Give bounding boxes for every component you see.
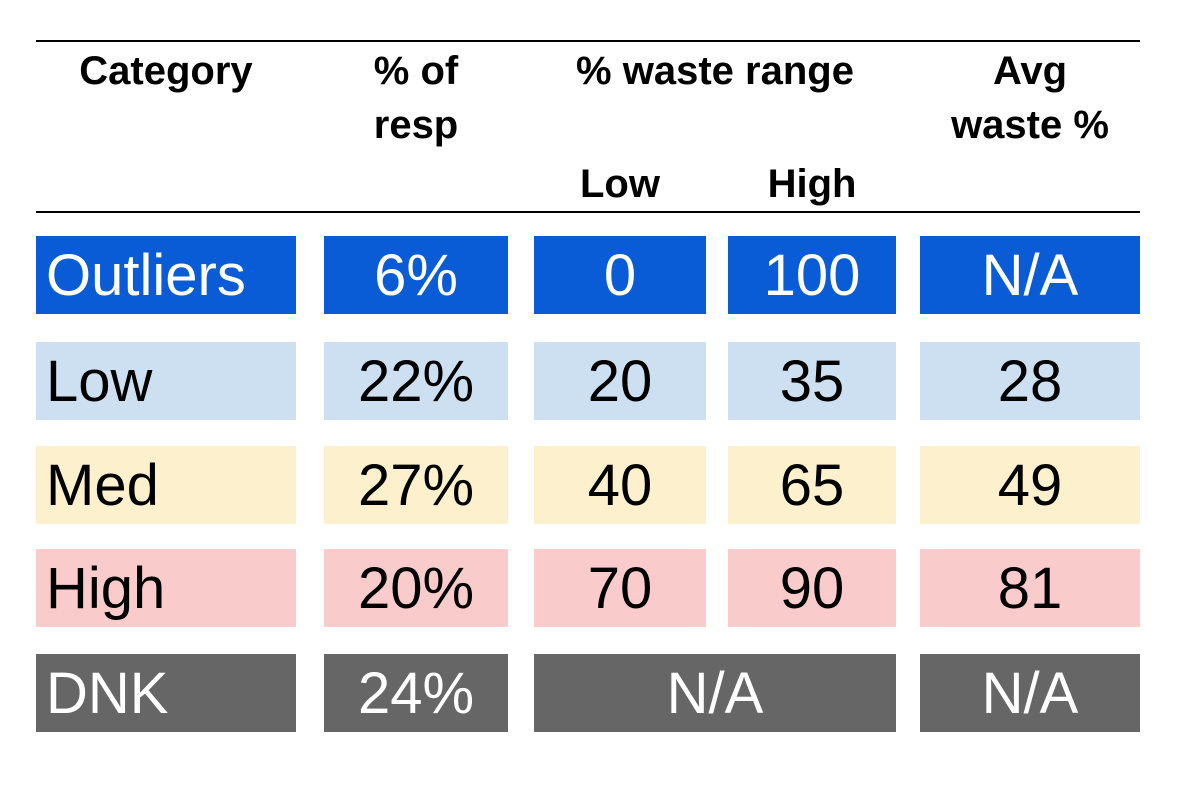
table-header-rule	[36, 211, 1140, 213]
header-avg-waste: Avg waste %	[920, 44, 1140, 152]
cell-avg-waste: N/A	[920, 236, 1140, 314]
cell-range-high: 65	[728, 446, 896, 524]
cell-avg-waste: N/A	[920, 654, 1140, 732]
header-avg-line1: Avg	[992, 49, 1068, 93]
cell-category: Med	[36, 446, 296, 524]
cell-pct-resp: 6%	[324, 236, 508, 314]
header-category: Category	[79, 49, 253, 93]
cell-category: Outliers	[36, 236, 296, 314]
header-pct-resp-line1: % of	[373, 49, 459, 93]
cell-range-low: 40	[534, 446, 706, 524]
cell-pct-resp: 24%	[324, 654, 508, 732]
cell-range-low: 20	[534, 342, 706, 420]
cell-avg-waste: 49	[920, 446, 1140, 524]
cell-range-low: 70	[534, 549, 706, 627]
cell-range-high: 100	[728, 236, 896, 314]
cell-range-high: 35	[728, 342, 896, 420]
header-range-high: High	[767, 162, 857, 206]
cell-pct-resp: 27%	[324, 446, 508, 524]
cell-range-high: 90	[728, 549, 896, 627]
cell-pct-resp: 20%	[324, 549, 508, 627]
cell-avg-waste: 81	[920, 549, 1140, 627]
cell-category: DNK	[36, 654, 296, 732]
cell-avg-waste: 28	[920, 342, 1140, 420]
cell-pct-resp: 22%	[324, 342, 508, 420]
cell-range-merged: N/A	[534, 654, 896, 732]
cell-category: Low	[36, 342, 296, 420]
header-pct-resp: % of resp	[324, 44, 508, 152]
cell-range-low: 0	[534, 236, 706, 314]
header-avg-line2: waste %	[951, 103, 1109, 147]
header-pct-resp-line2: resp	[373, 103, 459, 147]
header-range-low: Low	[580, 162, 660, 206]
cell-category: High	[36, 549, 296, 627]
table-top-rule	[36, 40, 1140, 42]
header-waste-range: % waste range	[576, 49, 854, 93]
